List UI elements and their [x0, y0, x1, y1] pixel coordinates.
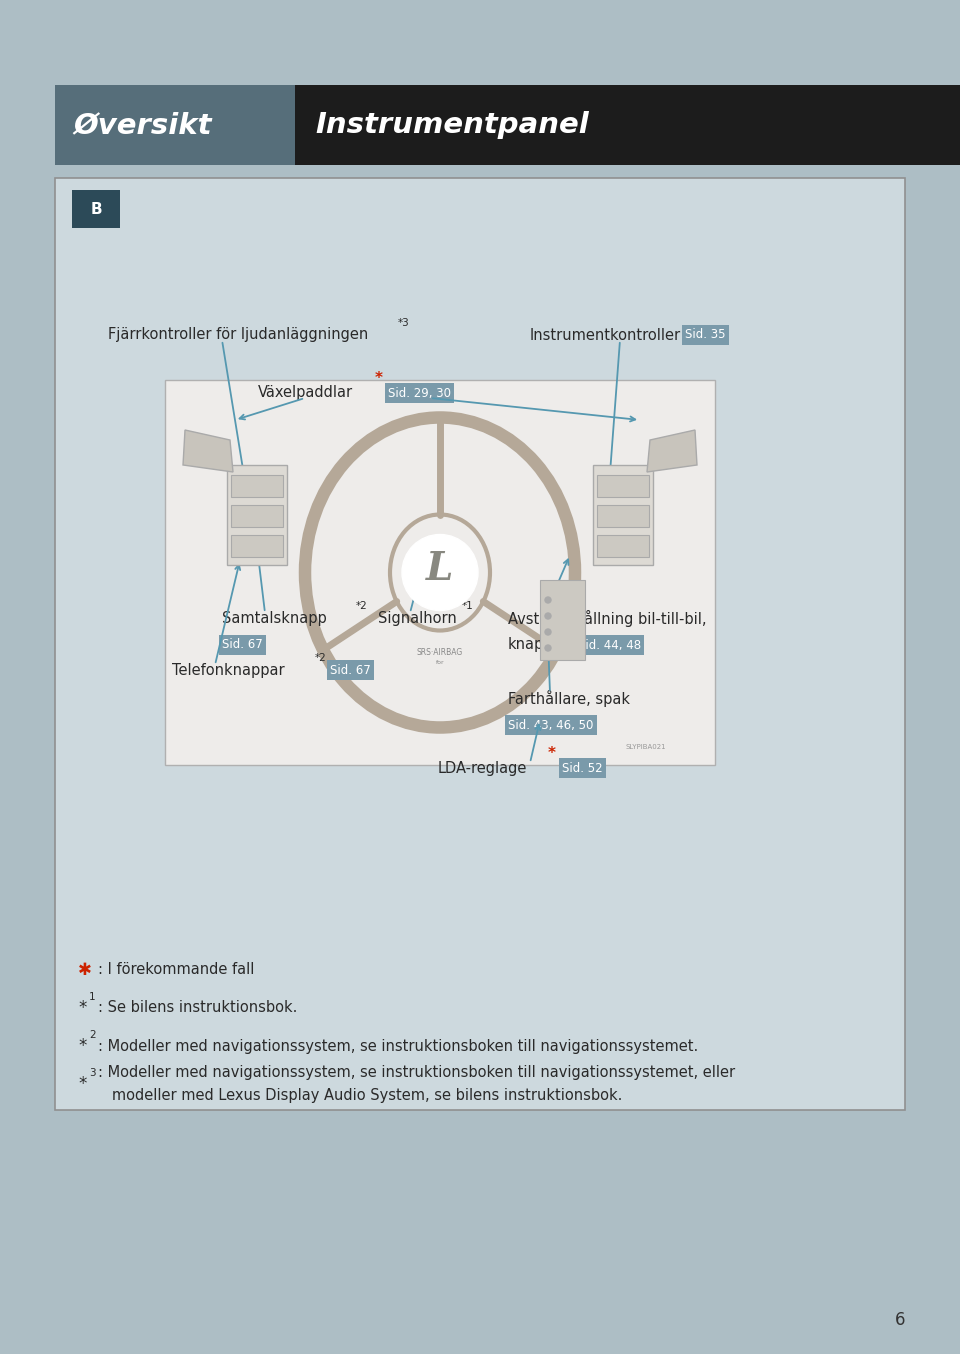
Text: Sid. 29, 30: Sid. 29, 30	[388, 386, 451, 399]
Circle shape	[545, 645, 551, 651]
Text: : Modeller med navigationssystem, se instruktionsboken till navigationssystemet.: : Modeller med navigationssystem, se ins…	[98, 1039, 698, 1053]
Bar	[597, 475, 649, 497]
Text: ✱: ✱	[78, 961, 92, 979]
Text: Telefonknappar: Telefonknappar	[172, 662, 284, 677]
Text: : Se bilens instruktionsbok.: : Se bilens instruktionsbok.	[98, 1001, 298, 1016]
Text: SLYPIBA021: SLYPIBA021	[625, 743, 665, 750]
Text: Signalhorn: Signalhorn	[378, 611, 457, 626]
Text: LDA-reglage: LDA-reglage	[438, 761, 527, 776]
Text: Sid. 67: Sid. 67	[330, 663, 371, 677]
Circle shape	[545, 630, 551, 635]
Text: Fjärrkontroller för ljudanläggningen: Fjärrkontroller för ljudanläggningen	[108, 328, 369, 343]
Text: *: *	[565, 623, 573, 638]
Text: 1: 1	[89, 992, 96, 1002]
Text: Avståndshållning bil-till-bil,: Avståndshållning bil-till-bil,	[508, 609, 707, 627]
Text: B: B	[90, 202, 102, 217]
Polygon shape	[647, 431, 697, 473]
Text: : Modeller med navigationssystem, se instruktionsboken till navigationssystemet,: : Modeller med navigationssystem, se ins…	[98, 1066, 735, 1102]
Text: *: *	[78, 999, 86, 1017]
Text: : I förekommande fall: : I förekommande fall	[98, 963, 254, 978]
Text: 3: 3	[89, 1068, 96, 1078]
Text: *: *	[375, 371, 383, 386]
Bar	[165, 380, 715, 765]
Text: 6: 6	[895, 1311, 905, 1330]
Text: Sid. 44, 48: Sid. 44, 48	[578, 639, 641, 651]
Bar	[540, 580, 585, 659]
Text: 2: 2	[89, 1030, 96, 1040]
Text: *2: *2	[356, 601, 368, 611]
Polygon shape	[183, 431, 233, 473]
Bar	[231, 475, 283, 497]
Text: Växelpaddlar: Växelpaddlar	[258, 386, 353, 401]
Text: L: L	[426, 550, 454, 588]
Text: SRS·AIRBAG: SRS·AIRBAG	[417, 649, 463, 657]
Text: Sid. 43, 46, 50: Sid. 43, 46, 50	[508, 719, 593, 731]
Circle shape	[545, 597, 551, 603]
Text: *3: *3	[398, 318, 410, 328]
Bar	[231, 535, 283, 556]
Text: *2: *2	[315, 653, 326, 663]
Text: *: *	[78, 1075, 86, 1093]
Text: Sid. 67: Sid. 67	[222, 639, 263, 651]
Bar	[227, 464, 287, 565]
Text: *: *	[548, 746, 556, 761]
Circle shape	[402, 535, 478, 611]
Text: Instrumentpanel: Instrumentpanel	[315, 111, 588, 139]
Text: Sid. 52: Sid. 52	[562, 761, 603, 774]
Text: Instrumentkontroller: Instrumentkontroller	[530, 328, 682, 343]
Bar	[295, 85, 960, 165]
Bar	[72, 190, 120, 227]
Text: Sid. 35: Sid. 35	[685, 329, 726, 341]
Bar	[597, 535, 649, 556]
Bar	[597, 505, 649, 527]
Text: *: *	[78, 1037, 86, 1055]
Bar	[593, 464, 653, 565]
Text: *1: *1	[462, 601, 473, 611]
Circle shape	[545, 613, 551, 619]
Text: for: for	[436, 659, 444, 665]
Bar	[55, 177, 905, 1110]
Text: knapp: knapp	[508, 638, 554, 653]
Text: Farthållare, spak: Farthållare, spak	[508, 689, 630, 707]
Bar	[231, 505, 283, 527]
Text: Samtalsknapp: Samtalsknapp	[222, 611, 326, 626]
Bar	[55, 85, 295, 165]
Text: Øversikt: Øversikt	[73, 111, 211, 139]
